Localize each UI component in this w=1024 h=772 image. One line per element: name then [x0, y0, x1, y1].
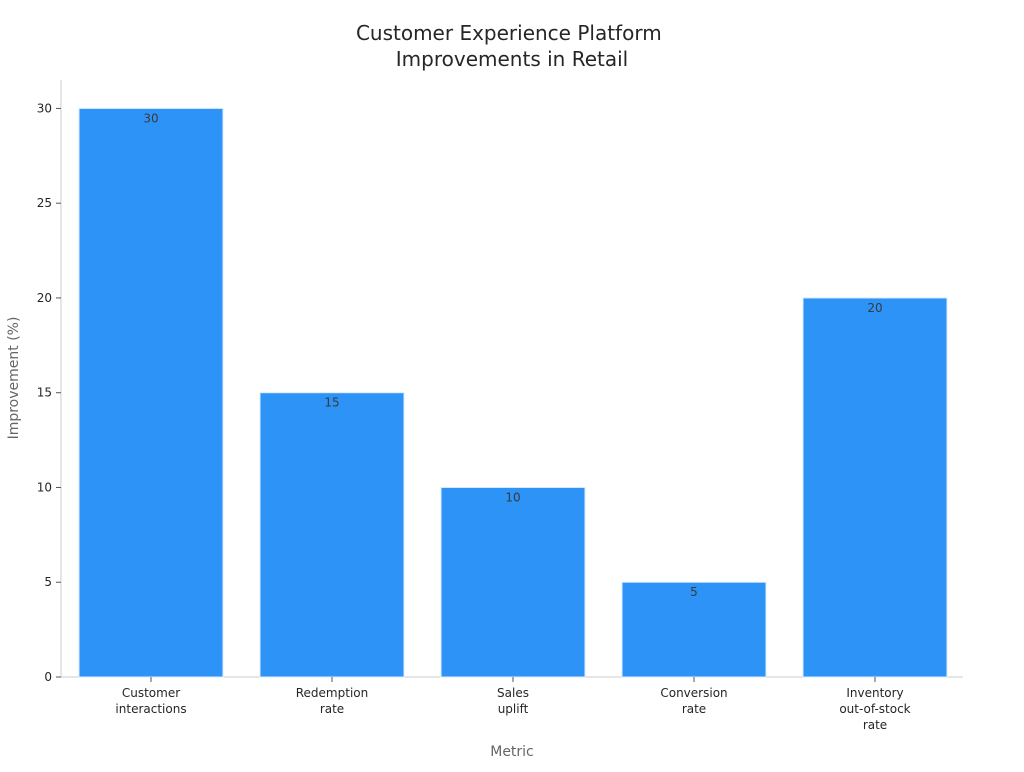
x-tick-label-line: uplift	[498, 702, 529, 716]
y-tick-label: 0	[44, 670, 52, 684]
x-tick-label-line: rate	[682, 702, 706, 716]
x-tick-label-line: interactions	[115, 702, 186, 716]
x-tick-label-line: out-of-stock	[839, 702, 910, 716]
y-tick-label: 30	[37, 101, 52, 115]
x-tick-label: Customer interactions	[115, 686, 186, 716]
y-tick-label: 20	[37, 291, 52, 305]
bar-data-label: 20	[867, 301, 882, 315]
x-axis-label: Metric	[490, 744, 534, 760]
bars-layer	[78, 107, 948, 678]
bar	[259, 392, 405, 678]
x-tick-label: Conversion rate	[660, 686, 727, 716]
x-tick-label: Sales uplift	[497, 686, 529, 716]
bar	[440, 486, 586, 678]
x-tick-label-line: Redemption	[296, 686, 368, 700]
y-axis-label: Improvement (%)	[6, 317, 22, 440]
x-tick-label-line: Customer	[122, 686, 180, 700]
x-ticks-layer: Customer interactions Redemption rate Sales u…	[115, 677, 911, 732]
x-tick-label: Inventory out-of-stock rate	[839, 686, 910, 732]
bar-data-label: 30	[143, 111, 158, 125]
x-tick-label-line: rate	[863, 718, 887, 732]
x-tick-label-line: rate	[320, 702, 344, 716]
x-tick-label: Redemption rate	[296, 686, 368, 716]
bar	[802, 297, 948, 678]
x-tick-label-line: Sales	[497, 686, 529, 700]
data-labels-layer: 30 15 10 5 20	[143, 111, 882, 599]
chart-title-line-2: Improvements in Retail	[396, 47, 628, 71]
y-tick-label: 5	[44, 575, 52, 589]
x-tick-label-line: Conversion	[660, 686, 727, 700]
bar-data-label: 5	[690, 585, 698, 599]
bar-data-label: 10	[505, 490, 520, 504]
chart-title: Customer Experience Platform Improvement…	[356, 21, 668, 71]
y-tick-label: 15	[37, 386, 52, 400]
bar-data-label: 15	[324, 396, 339, 410]
bar	[78, 107, 224, 678]
bar	[621, 581, 767, 678]
y-tick-label: 25	[37, 196, 52, 210]
y-ticks-layer: 0 5 10 15 20 25 30	[37, 101, 61, 684]
chart-title-line-1: Customer Experience Platform	[356, 21, 662, 45]
x-tick-label-line: Inventory	[846, 686, 903, 700]
y-tick-label: 10	[37, 480, 52, 494]
